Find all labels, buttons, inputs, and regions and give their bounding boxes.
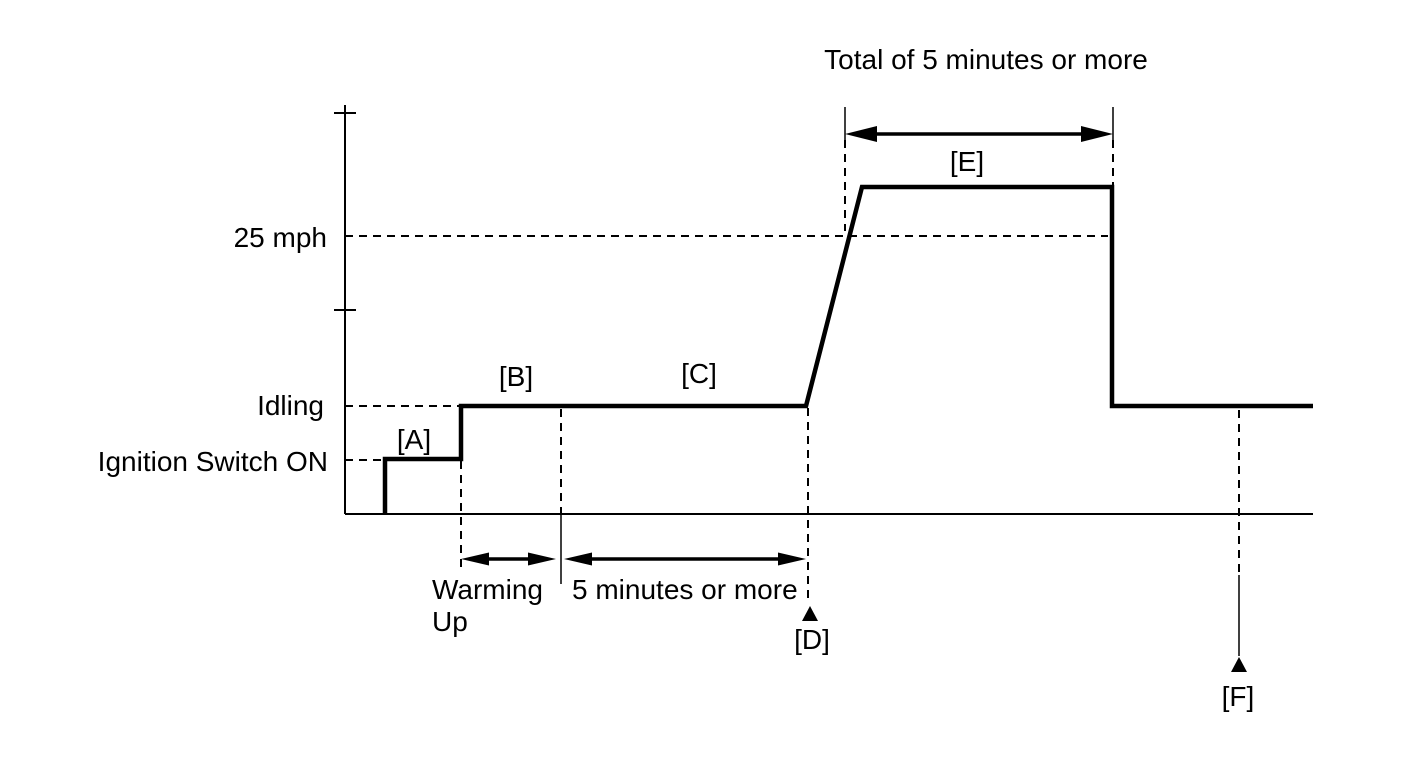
label-segment-d: [D]	[794, 624, 830, 655]
label-segment-a: [A]	[397, 424, 431, 455]
label-5-minutes: 5 minutes or more	[572, 574, 798, 605]
label-segment-c: [C]	[681, 358, 717, 389]
label-warming-line1: Warming	[432, 574, 543, 605]
arrow-5min-right-head-icon	[778, 552, 806, 566]
marker-d-triangle-icon	[802, 606, 818, 621]
marker-f-triangle-icon	[1231, 657, 1247, 672]
vertical-guides	[460, 107, 1240, 656]
arrow-total-right-head-icon	[1081, 126, 1113, 142]
label-segment-e: [E]	[950, 146, 984, 177]
top-annotation: Total of 5 minutes or more	[824, 44, 1148, 75]
duration-arrows	[461, 126, 1113, 566]
label-segment-b: [B]	[499, 361, 533, 392]
label-idling: Idling	[257, 390, 324, 421]
point-markers	[802, 606, 1247, 672]
arrow-total-left-head-icon	[845, 126, 877, 142]
label-warming-line2: Up	[432, 606, 468, 637]
arrow-warmup-left-head-icon	[461, 552, 489, 566]
axes	[334, 105, 1313, 515]
speed-waveform	[382, 184, 1313, 514]
level-guides	[345, 235, 1108, 461]
arrow-5min-left-head-icon	[564, 552, 592, 566]
arrow-warmup-right-head-icon	[528, 552, 556, 566]
label-ignition-on: Ignition Switch ON	[98, 446, 328, 477]
label-25mph: 25 mph	[234, 222, 327, 253]
label-segment-f: [F]	[1222, 681, 1255, 712]
